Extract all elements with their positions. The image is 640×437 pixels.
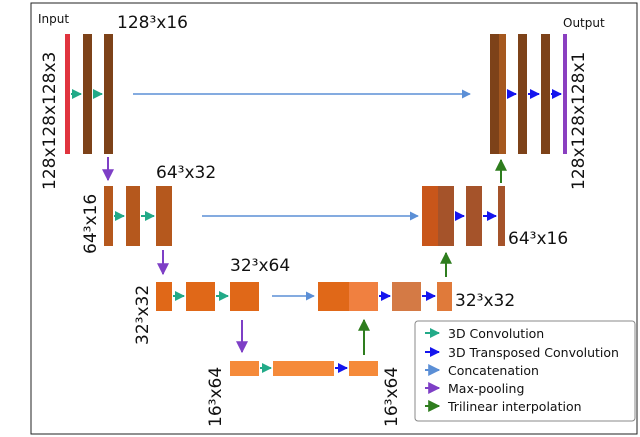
legend-label-concat: Concatenation [448, 363, 539, 378]
l1-dec-block-2 [518, 34, 527, 154]
output-bar [563, 34, 567, 154]
l3-enc-block-1 [156, 282, 172, 311]
l1-dec-block-1a [490, 34, 499, 154]
l1-top-size-label: 128³x16 [117, 13, 188, 33]
l2-enc-block-1 [104, 186, 113, 246]
legend-label-pool: Max-pooling [448, 381, 525, 396]
legend-label-interp: Trilinear interpolation [448, 399, 582, 414]
input-bar [65, 34, 70, 154]
l1-enc-block-1 [83, 34, 92, 154]
l2-right-size-label: 64³x16 [508, 229, 569, 249]
legend-label-conv: 3D Convolution [448, 326, 545, 341]
l4-block-2 [273, 361, 334, 376]
l4-block-1 [230, 361, 259, 376]
l1-dec-block-3 [541, 34, 550, 154]
l1-enc-block-2 [104, 34, 113, 154]
l3-right-size-label: 32³x32 [455, 291, 516, 311]
l2-enc-block-3 [156, 186, 172, 246]
l3-top-size-label: 32³x64 [230, 256, 291, 276]
l1-input-shape-label: 128x128x128x3 [40, 51, 60, 190]
l2-dec-block-3 [498, 186, 505, 246]
l2-dec-block-1b [438, 186, 454, 246]
legend-label-transconv: 3D Transposed Convolution [448, 345, 619, 360]
l4-left-size-label: 16³x64 [206, 366, 226, 427]
l2-top-size-label: 64³x32 [156, 163, 217, 183]
input-label: Input [38, 12, 70, 26]
l2-enc-block-2 [126, 186, 140, 246]
output-label: Output [563, 16, 605, 30]
l2-left-size-label: 64³x16 [81, 193, 101, 254]
l3-left-size-label: 32³x32 [133, 284, 153, 345]
l3-dec-block-3 [437, 282, 452, 311]
l1-output-shape-label: 128x128x128x1 [569, 51, 589, 190]
l3-enc-block-3 [230, 282, 259, 311]
diagram-frame [30, 2, 638, 435]
l3-dec-block-1a [318, 282, 349, 311]
l3-enc-block-2 [186, 282, 215, 311]
l3-dec-block-2 [392, 282, 421, 311]
legend-box [414, 320, 636, 422]
l3-dec-block-1b [349, 282, 378, 311]
l4-right-size-label: 16³x64 [382, 366, 402, 427]
l4-block-3 [349, 361, 378, 376]
l1-dec-block-1b [499, 34, 506, 154]
l2-dec-block-1a [422, 186, 438, 246]
l2-dec-block-2 [466, 186, 482, 246]
